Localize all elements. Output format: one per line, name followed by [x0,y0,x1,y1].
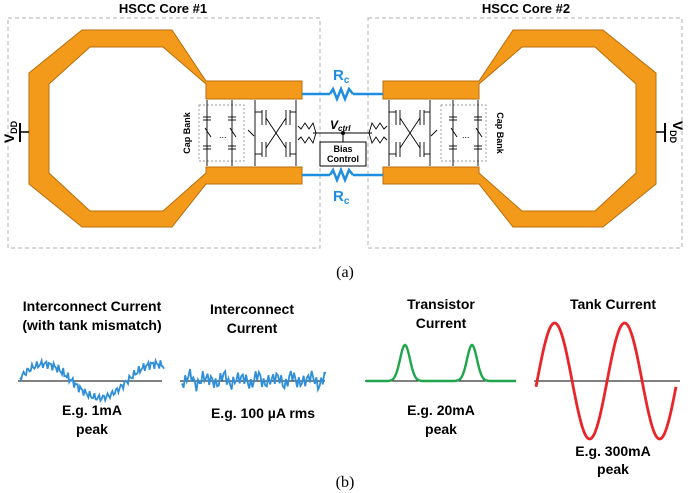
vdd-left-label: VDD [1,120,19,143]
vctrl-label: Vctrl [330,118,351,133]
wave4-title: Tank Current [570,296,656,312]
wave2-title-line1: Interconnect [210,301,294,317]
wave1-title-line1: Interconnect Current [23,298,162,314]
wave3-trace [366,343,516,383]
cap-bank-left-label: Cap Bank [182,111,192,154]
wave1-note-line2: peak [76,421,108,437]
wave2-trace [181,368,327,393]
bias-control-line1: Bias [333,144,352,154]
inductor-right [382,29,657,228]
resistor-bottom [328,166,354,184]
cross-coupled-pair-right [368,100,438,166]
cap-bank-right-label: Cap Bank [495,112,505,155]
resistor-top [328,85,354,103]
wave2-note: E.g. 100 µA rms [211,405,315,421]
wave2-title-line2: Current [227,320,278,336]
wave3-note-line1: E.g. 20mA [407,402,475,418]
wave1-trace [19,357,165,404]
rc-bottom-label: Rc [333,188,350,207]
caption-a: (a) [336,264,354,281]
wave3-title-line1: Transistor [407,296,475,312]
wave4-note-line2: peak [597,461,629,477]
core1-title: HSCC Core #1 [119,1,207,16]
bias-control-box [319,141,367,167]
wave3-note-line2: peak [425,421,457,437]
cap-bank-right-dots: ... [462,130,470,140]
cap-bank-right [440,100,487,166]
wave1-title-line2: (with tank mismatch) [22,317,161,333]
bias-control-line2: Control [327,154,359,164]
wave4-note-line1: E.g. 300mA [575,443,650,459]
wave4-trace [534,321,678,441]
core2-title: HSCC Core #2 [482,1,570,16]
cross-coupled-pair-left [247,100,317,166]
inductor-left [28,29,303,228]
vdd-right-label: VDD [668,121,686,144]
wave1-note-line1: E.g. 1mA [62,402,122,418]
caption-b: (b) [336,474,355,491]
rc-top-label: Rc [333,67,350,86]
cap-bank-left [198,100,245,166]
wave3-title-line2: Current [416,315,467,331]
cap-bank-left-dots: ... [219,130,227,140]
